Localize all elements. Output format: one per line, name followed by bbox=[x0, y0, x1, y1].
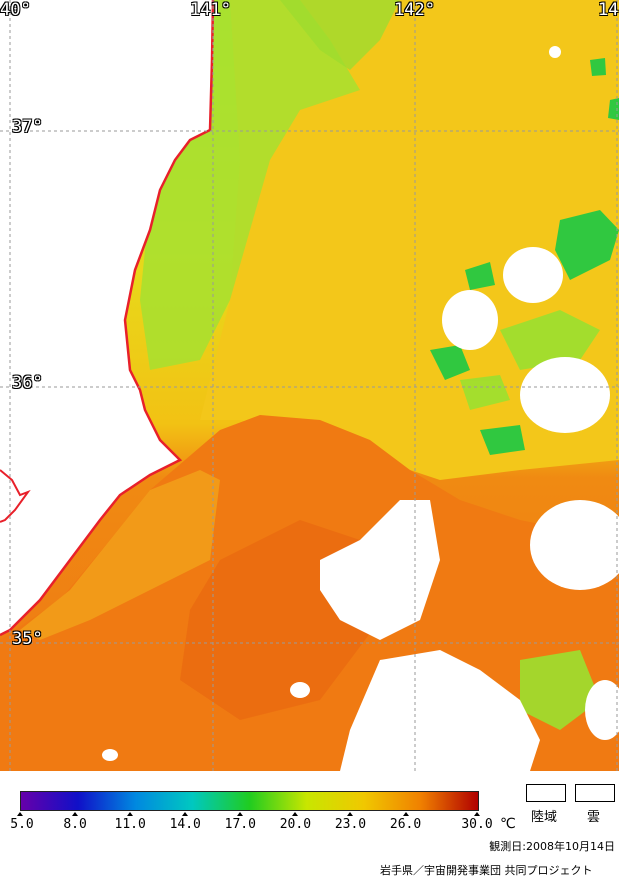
colorbar-tick-mark bbox=[127, 812, 134, 816]
land-honshu bbox=[0, 0, 213, 635]
cloud-legend-label: 雲 bbox=[587, 810, 601, 825]
warm-coastal-strip bbox=[20, 470, 220, 640]
colorbar-tick-mark bbox=[402, 812, 409, 816]
temperature-unit: ℃ bbox=[500, 816, 516, 832]
colorbar-tick-label: 11.0 bbox=[114, 817, 146, 832]
colorbar-tick-mark bbox=[292, 812, 299, 816]
lon-label-141: 141° bbox=[190, 0, 231, 20]
land-legend-label: 陸域 bbox=[531, 810, 558, 825]
colorbar-tick-mark bbox=[182, 812, 189, 816]
lon-label-140: 40° bbox=[0, 0, 31, 20]
colorbar-tick-mark bbox=[237, 812, 244, 816]
cloud-areas bbox=[102, 46, 619, 771]
colorbar-tick-mark bbox=[347, 812, 354, 816]
colorbar-tick-mark bbox=[72, 812, 79, 816]
land-legend-swatch bbox=[526, 784, 566, 802]
colorbar-tick-mark bbox=[17, 812, 23, 816]
cloud-legend-swatch bbox=[575, 784, 615, 802]
lon-label-142: 142° bbox=[394, 0, 435, 20]
colorbar-tick-mark bbox=[474, 812, 480, 816]
cool-patches bbox=[430, 58, 619, 455]
coastline bbox=[0, 0, 215, 637]
lon-label-143: 14 bbox=[598, 0, 619, 20]
colorbar-tick-label: 20.0 bbox=[279, 817, 312, 832]
colorbar-tick-label: 30.0 bbox=[461, 817, 493, 832]
colorbar-tick-label: 23.0 bbox=[334, 817, 367, 832]
cool-offshore-water bbox=[280, 0, 400, 70]
observation-date: 観測日:2008年10月14日 bbox=[489, 840, 615, 853]
colorbar-tick-label: 14.0 bbox=[169, 817, 201, 832]
lat-label-36: 36° bbox=[12, 373, 43, 393]
colorbar-tick-label: 5.0 bbox=[10, 817, 34, 832]
temperature-colorbar bbox=[20, 791, 479, 811]
lat-label-37: 37° bbox=[12, 117, 43, 137]
colorbar-tick-label: 17.0 bbox=[224, 817, 256, 832]
lat-label-35: 35° bbox=[12, 629, 43, 649]
credit-line: 岩手県／宇宙開発事業団 共同プロジェクト bbox=[380, 864, 593, 877]
colorbar-tick-label: 8.0 bbox=[63, 817, 87, 832]
light-green-patches bbox=[460, 310, 600, 730]
inlet-coastline bbox=[0, 469, 31, 523]
colorbar-tick-label: 26.0 bbox=[389, 817, 422, 832]
yellow-water-mass bbox=[200, 0, 619, 480]
lat-lon-grid bbox=[0, 0, 619, 771]
sea-surface-temperature-map bbox=[0, 0, 619, 771]
